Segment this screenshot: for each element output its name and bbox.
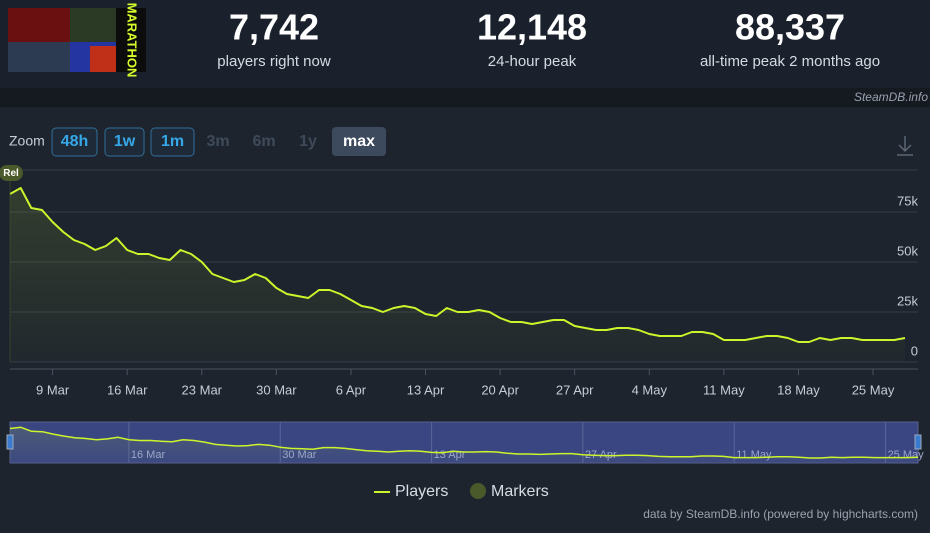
stat-value: 12,148 bbox=[477, 7, 587, 48]
x-tick-label: 27 Apr bbox=[556, 382, 594, 397]
zoom-button[interactable] bbox=[332, 127, 386, 156]
zoom-label: Zoom bbox=[9, 133, 45, 149]
y-tick-label: 0 bbox=[911, 343, 918, 358]
download-icon[interactable] bbox=[897, 136, 913, 156]
x-tick-label: 30 Mar bbox=[256, 382, 297, 397]
stat-value: 7,742 bbox=[229, 7, 319, 48]
x-tick-label: 9 Mar bbox=[36, 382, 70, 397]
zoom-buttons: 48h 1w 1m 3m 6m 1y max bbox=[51, 127, 386, 157]
stat-value: 88,337 bbox=[735, 7, 845, 48]
zoom-button[interactable] bbox=[150, 127, 195, 157]
game-logo: MARATHON bbox=[8, 3, 146, 78]
source-link[interactable]: SteamDB.info bbox=[854, 90, 928, 104]
y-tick-label: 50k bbox=[897, 243, 918, 258]
zoom-button-label[interactable]: 1m bbox=[161, 133, 184, 150]
plot: 0 25k 50k 75k 9 Mar 16 Mar 23 Mar 30 Mar 6 Apr 13… bbox=[0, 165, 924, 521]
marker-label: Rel bbox=[3, 168, 19, 179]
header-bar bbox=[0, 0, 930, 88]
zoom-button-label[interactable]: 48h bbox=[61, 133, 89, 150]
stat-label: all-time peak 2 months ago bbox=[700, 53, 880, 70]
stat-label: players right now bbox=[217, 53, 331, 70]
logo-text: MARATHON bbox=[125, 3, 140, 78]
series-line bbox=[9, 426, 919, 459]
x-tick-label: 11 May bbox=[703, 382, 745, 397]
navigator-area bbox=[10, 427, 918, 462]
legend-symbol bbox=[470, 483, 486, 499]
x-tick-label: 4 May bbox=[632, 382, 668, 397]
y-tick-label: 75k bbox=[897, 193, 918, 208]
zoom-button-label[interactable]: 1w bbox=[114, 133, 136, 150]
zoom-button-label: 3m bbox=[206, 133, 229, 150]
x-tick-label: 23 Mar bbox=[182, 382, 223, 397]
x-tick-label: 16 Mar bbox=[107, 382, 148, 397]
source-strip bbox=[0, 88, 930, 107]
zoom-button[interactable] bbox=[104, 127, 145, 157]
x-tick-label: 18 May bbox=[777, 382, 820, 397]
navigator-handle[interactable] bbox=[6, 434, 14, 450]
series-area bbox=[10, 188, 905, 362]
x-tick-label: 13 Apr bbox=[407, 382, 445, 397]
zoom-button[interactable] bbox=[51, 127, 98, 157]
credits[interactable]: data by SteamDB.info (powered by highcha… bbox=[643, 507, 918, 521]
zoom-button-label: 1y bbox=[299, 133, 317, 150]
x-tick-label: 20 Apr bbox=[481, 382, 519, 397]
legend-label[interactable]: Markers bbox=[491, 483, 549, 500]
zoom-button-label: 6m bbox=[252, 133, 275, 150]
x-tick-label: 25 May bbox=[852, 382, 895, 397]
zoom-button-label[interactable]: max bbox=[343, 133, 375, 150]
navigator-handle[interactable] bbox=[914, 434, 922, 450]
x-tick-label: 6 Apr bbox=[336, 382, 367, 397]
series-line bbox=[9, 187, 906, 343]
legend-label[interactable]: Players bbox=[395, 483, 448, 500]
marker-flag bbox=[0, 165, 23, 181]
stat-label: 24-hour peak bbox=[488, 53, 577, 70]
y-tick-label: 25k bbox=[897, 293, 918, 308]
